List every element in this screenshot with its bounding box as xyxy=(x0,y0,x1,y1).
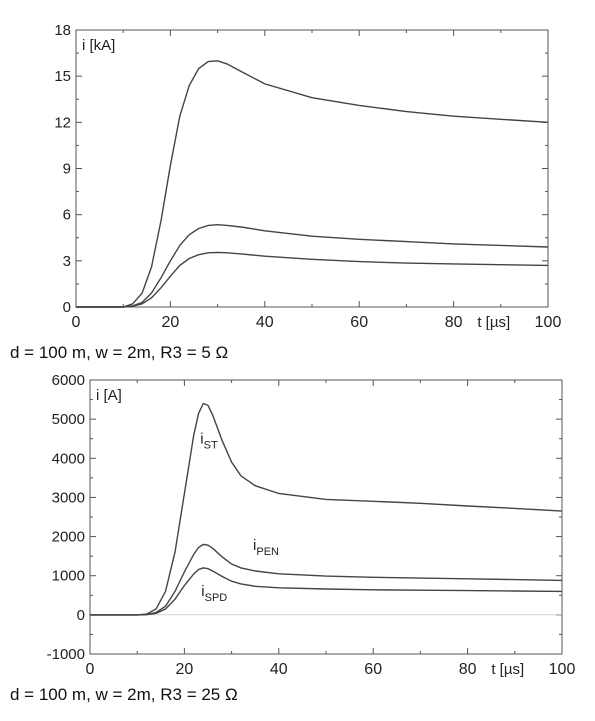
plot-frame xyxy=(89,379,563,655)
y-tick-label: 6000 xyxy=(52,372,85,389)
x-tick-label: 60 xyxy=(350,314,368,331)
y-tick-label: 12 xyxy=(54,114,71,131)
x-axis-label: t [µs] xyxy=(491,661,524,678)
y-tick-label: 15 xyxy=(54,68,71,85)
series-line-st xyxy=(90,402,563,616)
y-axis-label: i [kA] xyxy=(82,37,115,54)
x-tick-label: 100 xyxy=(535,314,562,331)
y-tick-label: 9 xyxy=(63,161,71,178)
y-tick-label: 6 xyxy=(63,207,71,224)
series-line-pen xyxy=(76,223,549,308)
x-tick-label: 40 xyxy=(256,314,274,331)
series-label-pen: iPEN xyxy=(253,537,279,558)
y-tick-label: 5000 xyxy=(52,411,85,428)
y-tick-label: -1000 xyxy=(47,646,85,663)
y-tick-label: 4000 xyxy=(52,450,85,467)
series-label-st: iST xyxy=(200,430,218,451)
y-tick-label: 0 xyxy=(77,607,85,624)
x-tick-label: 0 xyxy=(86,661,95,678)
y-axis-label: i [A] xyxy=(96,387,122,404)
series-label-spd: iSPD xyxy=(201,583,227,604)
series-line-spd xyxy=(76,251,549,308)
x-tick-label: 40 xyxy=(270,661,288,678)
x-axis-label: t [µs] xyxy=(477,314,510,331)
x-tick-label: 80 xyxy=(445,314,463,331)
y-tick-label: 3000 xyxy=(52,489,85,506)
y-tick-label: 18 xyxy=(54,22,71,39)
plot-frame xyxy=(75,29,549,308)
current-chart-bottom: 0 20 40 60 80 100-100001000200030004000500060… xyxy=(47,372,576,678)
x-tick-label: 80 xyxy=(459,661,477,678)
y-tick-label: 3 xyxy=(63,253,71,270)
chart-panel-2: 0 20 40 60 80 100 -1000 0 1000 2000 3000 4000 5000 60… xyxy=(0,362,595,692)
chart-caption-2: d = 100 m, w = 2m, R3 = 25 Ω xyxy=(10,685,238,704)
x-tick-label: 60 xyxy=(364,661,382,678)
x-tick-label: 20 xyxy=(162,314,180,331)
x-tick-label: 0 xyxy=(72,314,81,331)
series-line-st xyxy=(76,60,549,308)
y-tick-label: 2000 xyxy=(52,529,85,546)
x-tick-label: 20 xyxy=(176,661,194,678)
y-tick-label: 0 xyxy=(63,299,71,316)
x-tick-label: 100 xyxy=(549,661,576,678)
y-tick-label: 1000 xyxy=(52,568,85,585)
chart-caption-1: d = 100 m, w = 2m, R3 = 5 Ω xyxy=(10,343,229,362)
series-line-pen xyxy=(90,543,563,616)
series-line-spd xyxy=(90,567,563,616)
